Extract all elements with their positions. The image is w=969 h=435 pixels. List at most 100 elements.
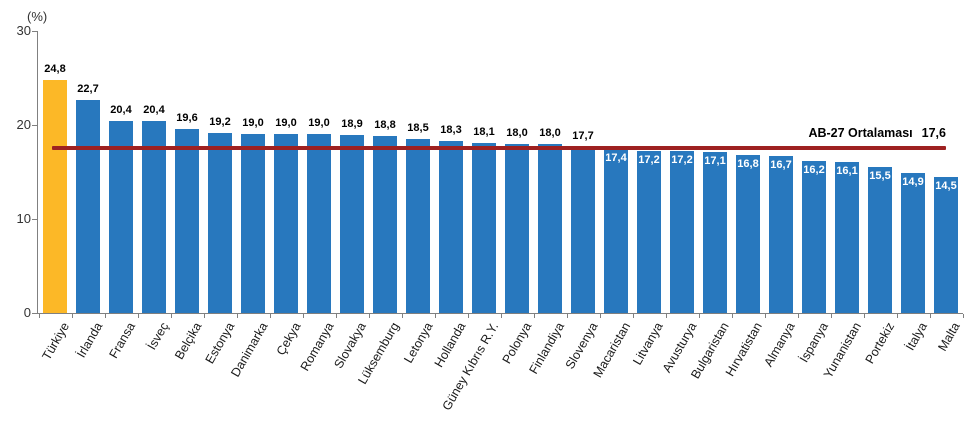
bar-value-label: 16,1: [836, 164, 858, 177]
average-line-label-text: AB-27 Ortalaması: [808, 126, 913, 140]
category-label: Romanya: [297, 320, 337, 374]
bar-value-label: 19,6: [176, 111, 198, 124]
bar: [604, 149, 628, 313]
bar: [241, 134, 265, 313]
category-label: Portekiz: [862, 320, 898, 367]
x-axis-tick: [137, 314, 139, 318]
x-axis-tick: [665, 314, 667, 318]
bar-value-label: 16,2: [803, 163, 825, 176]
x-axis-tick: [368, 314, 370, 318]
y-axis-line: [37, 31, 38, 313]
x-axis-tick: [566, 314, 568, 318]
x-axis-tick: [830, 314, 832, 318]
category-label: İsveç: [144, 320, 172, 353]
y-axis-tick: [32, 219, 37, 220]
bar-value-label: 22,7: [77, 82, 99, 95]
bar: [109, 121, 133, 313]
bar: [340, 135, 364, 313]
category-label: Litvanya: [630, 320, 667, 368]
bar: [769, 156, 793, 313]
y-axis-tick-label: 20: [16, 117, 31, 132]
x-axis-tick: [962, 314, 964, 318]
x-axis-tick: [38, 314, 40, 318]
bar-value-label: 14,9: [902, 175, 924, 188]
bar: [406, 139, 430, 313]
bar: [703, 152, 727, 313]
bar: [835, 161, 859, 313]
category-label: Türkiye: [39, 320, 73, 363]
y-axis-unit-label: (%): [27, 9, 48, 24]
x-axis-tick: [170, 314, 172, 318]
x-axis-tick: [302, 314, 304, 318]
bar-value-label: 19,0: [308, 117, 330, 130]
bar-value-label: 18,8: [374, 119, 396, 132]
average-line-value: 17,6: [921, 126, 946, 140]
bar: [439, 140, 463, 313]
x-axis-tick: [731, 314, 733, 318]
bar-value-label: 20,4: [143, 104, 165, 117]
category-label: Malta: [935, 320, 964, 354]
category-label: İrlanda: [73, 320, 106, 361]
bar-value-label: 17,7: [572, 129, 594, 142]
x-axis-tick: [236, 314, 238, 318]
x-axis-tick: [434, 314, 436, 318]
bar-value-label: 19,0: [275, 117, 297, 130]
x-axis-tick: [698, 314, 700, 318]
y-axis-tick: [32, 313, 37, 314]
bar: [505, 143, 529, 313]
bar-value-label: 16,7: [770, 159, 792, 172]
bar-value-label: 14,5: [935, 179, 957, 192]
bar-value-label: 24,8: [44, 62, 66, 75]
bar: [142, 121, 166, 313]
x-axis-tick: [401, 314, 403, 318]
bar: [472, 142, 496, 313]
bar-value-label: 17,2: [671, 154, 693, 167]
x-axis-tick: [533, 314, 535, 318]
bar: [802, 160, 826, 313]
bar: [637, 151, 661, 313]
bar-value-label: 18,1: [473, 125, 495, 138]
x-axis-tick: [269, 314, 271, 318]
bar-value-label: 19,2: [209, 115, 231, 128]
bar: [175, 128, 199, 313]
y-axis-tick-label: 10: [16, 211, 31, 226]
bar: [76, 99, 100, 313]
bar: [736, 155, 760, 313]
bar-value-label: 18,0: [539, 126, 561, 139]
x-axis-tick: [896, 314, 898, 318]
bar-value-label: 17,2: [638, 154, 660, 167]
bar-value-label: 20,4: [110, 104, 132, 117]
bar: [868, 167, 892, 313]
x-axis-tick: [929, 314, 931, 318]
bar: [934, 176, 958, 313]
x-axis-tick: [599, 314, 601, 318]
bar-highlighted: [43, 79, 67, 313]
bar: [538, 143, 562, 313]
bar-value-label: 17,4: [605, 152, 627, 165]
bar-value-label: 17,1: [704, 155, 726, 168]
bar: [373, 136, 397, 313]
category-label: İtalya: [903, 320, 931, 353]
category-label: Çekya: [273, 320, 304, 358]
category-label: Fransa: [106, 320, 139, 361]
bar-value-label: 18,9: [341, 118, 363, 131]
category-label: Estonya: [202, 320, 238, 367]
x-axis-tick: [797, 314, 799, 318]
x-axis-tick: [764, 314, 766, 318]
x-axis-tick: [203, 314, 205, 318]
x-axis-tick: [632, 314, 634, 318]
average-line-label: AB-27 Ortalaması 17,6: [808, 126, 946, 140]
bar: [571, 146, 595, 313]
bar-value-label: 18,0: [506, 126, 528, 139]
bar-value-label: 16,8: [737, 158, 759, 171]
y-axis-tick: [32, 31, 37, 32]
x-axis-line: [37, 313, 963, 314]
bar: [274, 134, 298, 313]
bar-value-label: 18,5: [407, 122, 429, 135]
y-axis-tick-label: 0: [23, 305, 31, 320]
category-label: Hollanda: [431, 320, 469, 370]
category-label: Almanya: [761, 320, 799, 370]
category-label: Polonya: [499, 320, 535, 367]
category-label: İspanya: [797, 320, 832, 365]
